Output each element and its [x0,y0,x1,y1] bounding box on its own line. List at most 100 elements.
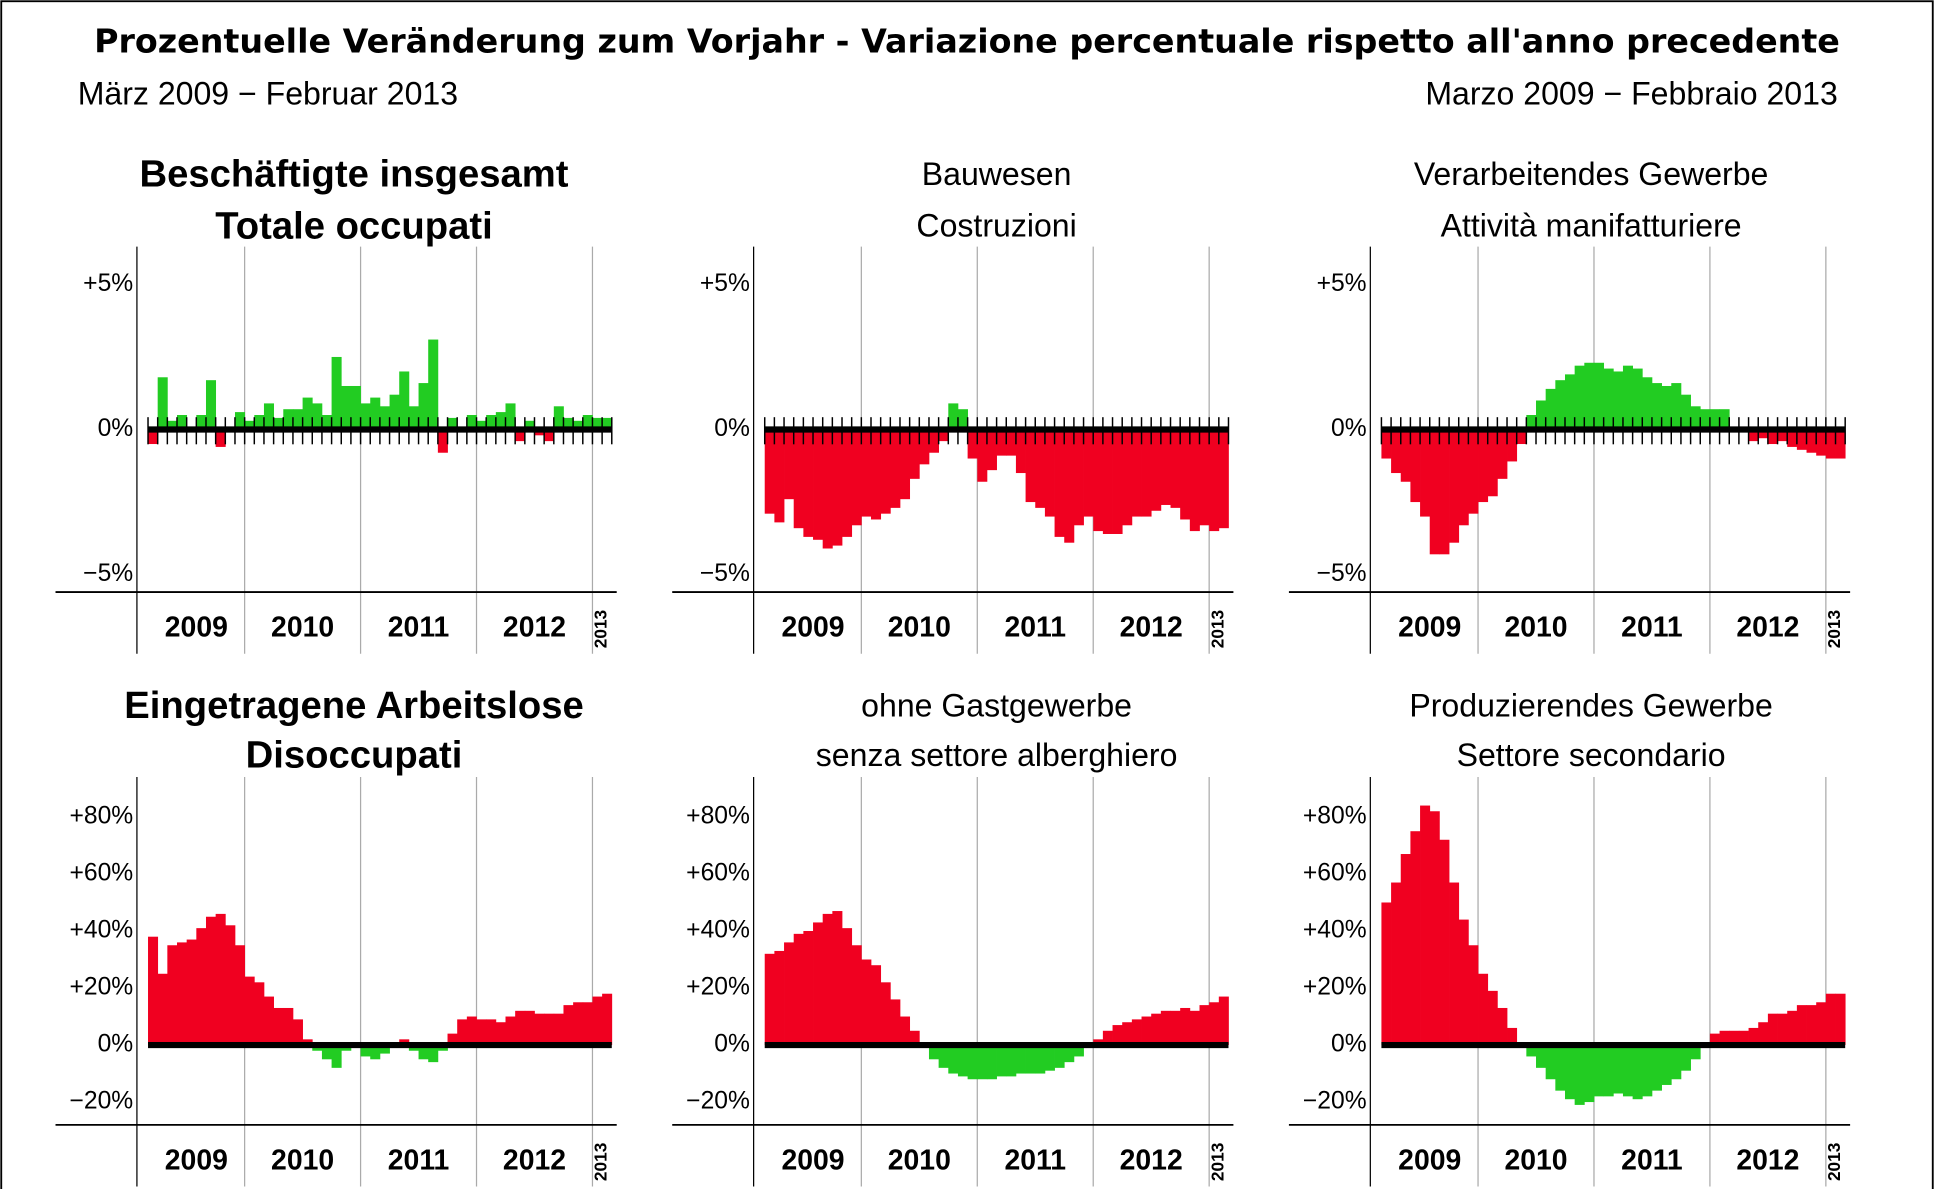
bar [1806,429,1817,453]
bar [909,429,920,479]
y-tick-label: +60% [686,859,750,886]
panel-title: Beschäftigte insgesamt [139,152,568,195]
bar [813,429,824,540]
year-label: 2011 [388,612,450,644]
bar [399,371,410,430]
year-label: 2013 [1207,610,1227,648]
bar [582,1002,593,1046]
bar [1835,993,1846,1046]
bar [1748,1027,1759,1046]
bar [996,1045,1007,1077]
year-label: 2010 [888,1144,951,1176]
bar [302,397,313,430]
bar [1777,1013,1788,1046]
bar [890,999,901,1046]
bar [292,409,303,430]
bar [1035,1045,1046,1074]
bar [1151,429,1162,511]
bar [1700,409,1711,430]
bar [476,420,487,430]
y-tick-label: +5% [700,270,750,297]
bar [1044,1045,1055,1071]
bar [1796,429,1807,450]
bar [602,417,613,430]
y-tick-label: 0% [98,415,134,442]
bar [1709,1033,1720,1046]
bar [350,385,361,430]
bar [1449,429,1460,543]
bar [1381,429,1392,459]
bar [1073,1045,1084,1057]
bar [822,913,833,1046]
bar [1507,429,1518,462]
bar [1439,839,1450,1046]
bar [1536,1045,1547,1068]
bar [986,1045,997,1080]
bar [899,1016,911,1046]
bar [1661,385,1672,430]
bar [418,383,429,430]
bar [1593,362,1605,430]
bar [177,942,188,1046]
bar [331,1045,342,1068]
bar [196,415,207,430]
bar [851,429,862,526]
bar [234,412,246,430]
bar [793,933,804,1046]
bar [215,429,226,447]
bar [1458,919,1469,1046]
y-tick-label: −5% [83,560,133,587]
bar [861,429,872,517]
bar [957,409,968,430]
year-label: 2009 [1398,1144,1461,1176]
bar [1680,394,1691,430]
bar [1151,1013,1162,1046]
bar [428,1045,439,1063]
bar [273,1007,284,1046]
bar [1429,429,1440,555]
bar [1141,429,1152,517]
bar [196,928,207,1046]
year-label: 2010 [1504,1144,1567,1176]
year-label: 2011 [388,1144,450,1176]
bar [1112,429,1123,534]
bar [157,377,168,430]
bar [1035,429,1046,508]
bar [263,403,274,430]
bar [1545,388,1556,430]
bar [1603,368,1614,430]
panel-title: senza settore alberghiero [816,737,1178,773]
bar [890,429,901,508]
bar [244,976,255,1046]
bar [784,942,795,1046]
y-tick-label: +80% [1303,802,1367,829]
bar [1218,996,1229,1046]
year-label: 2012 [1120,1144,1183,1176]
bar [1584,1045,1595,1103]
bar [167,945,178,1046]
bar [1816,1002,1827,1046]
bar [1748,429,1759,442]
year-label: 2012 [1120,612,1183,644]
bar [1209,1002,1220,1046]
bar [205,380,217,430]
bar [957,1045,968,1077]
y-tick-label: 0% [1331,415,1367,442]
panel-title: Costruzioni [916,208,1076,244]
year-label: 2010 [271,612,334,644]
bar [544,429,555,442]
bar [1391,429,1402,474]
bar [1478,429,1489,503]
bar [234,945,246,1046]
bar [1102,1030,1113,1046]
y-tick-label: −5% [700,560,750,587]
bar [1449,882,1460,1046]
subtitle-right: Marzo 2009 − Febbraio 2013 [1425,76,1837,112]
bar [851,945,862,1046]
year-label: 2012 [503,612,566,644]
bar [1122,429,1133,526]
bar [486,415,497,430]
y-tick-label: +40% [69,917,133,944]
bar [418,1045,429,1060]
bar [1526,1045,1537,1057]
